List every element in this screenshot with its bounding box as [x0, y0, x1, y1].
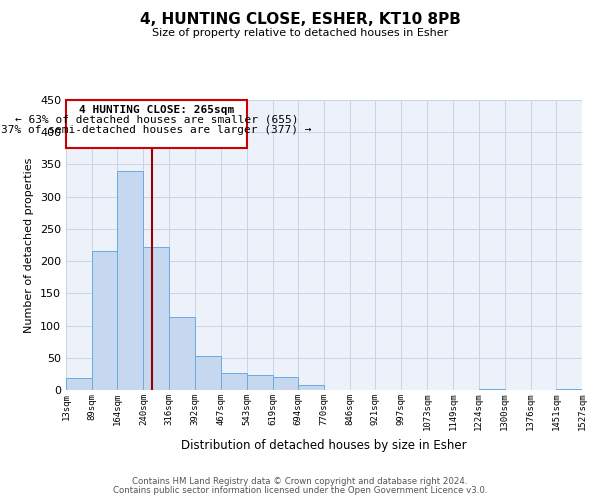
- Bar: [556, 388, 582, 390]
- Bar: [221, 373, 247, 390]
- Bar: [298, 385, 324, 390]
- Text: 37% of semi-detached houses are larger (377) →: 37% of semi-detached houses are larger (…: [1, 125, 311, 135]
- Bar: [169, 317, 195, 390]
- Text: Contains public sector information licensed under the Open Government Licence v3: Contains public sector information licen…: [113, 486, 487, 495]
- Bar: [272, 377, 298, 390]
- Bar: [143, 247, 169, 390]
- Bar: [92, 252, 118, 390]
- Y-axis label: Number of detached properties: Number of detached properties: [25, 158, 34, 332]
- Text: 4 HUNTING CLOSE: 265sqm: 4 HUNTING CLOSE: 265sqm: [79, 104, 234, 115]
- Bar: [195, 356, 221, 390]
- Bar: [247, 374, 272, 390]
- Bar: [118, 171, 143, 390]
- Bar: [66, 378, 92, 390]
- Bar: [479, 388, 505, 390]
- Text: ← 63% of detached houses are smaller (655): ← 63% of detached houses are smaller (65…: [14, 115, 298, 125]
- Text: 4, HUNTING CLOSE, ESHER, KT10 8PB: 4, HUNTING CLOSE, ESHER, KT10 8PB: [140, 12, 460, 28]
- FancyBboxPatch shape: [66, 100, 247, 148]
- Text: Contains HM Land Registry data © Crown copyright and database right 2024.: Contains HM Land Registry data © Crown c…: [132, 477, 468, 486]
- X-axis label: Distribution of detached houses by size in Esher: Distribution of detached houses by size …: [181, 438, 467, 452]
- Text: Size of property relative to detached houses in Esher: Size of property relative to detached ho…: [152, 28, 448, 38]
